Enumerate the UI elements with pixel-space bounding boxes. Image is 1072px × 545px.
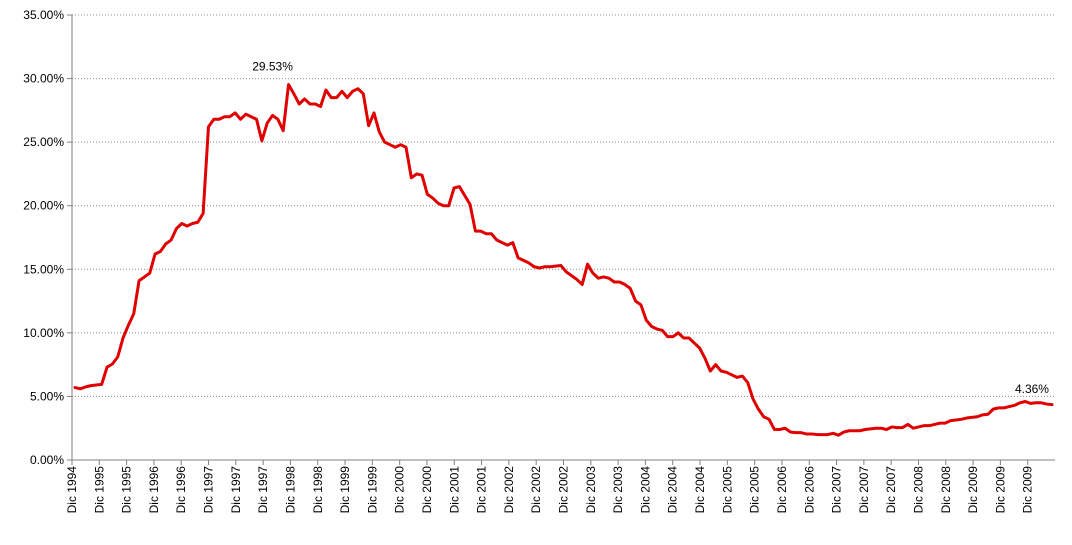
x-tick-label: Dic 2003	[584, 466, 598, 514]
x-tick-label: Dic 1996	[174, 466, 188, 514]
x-tick-label: Dic 2002	[502, 466, 516, 514]
x-tick-label: Dic 2004	[693, 466, 707, 514]
x-tick-label: Dic 1998	[311, 466, 325, 514]
x-tick-label: Dic 1997	[202, 466, 216, 514]
y-tick-label: 10.00%	[23, 326, 64, 340]
x-tick-label: Dic 2006	[802, 466, 816, 514]
x-tick-label: Dic 1995	[92, 466, 106, 514]
x-tick-label: Dic 2000	[393, 466, 407, 514]
x-tick-label: Dic 2009	[1021, 466, 1035, 514]
x-tick-label: Dic 2001	[475, 466, 489, 514]
data-annotations: 29.53% 4.36%	[252, 60, 1049, 396]
x-tick-label: Dic 2009	[993, 466, 1007, 514]
x-tick-label: Dic 2002	[529, 466, 543, 514]
y-tick-label: 20.00%	[23, 199, 64, 213]
x-tick-label: Dic 2007	[884, 466, 898, 514]
x-tick-label: Dic 2006	[775, 466, 789, 514]
x-tick-label: Dic 1997	[256, 466, 270, 514]
x-tick-label: Dic 2007	[857, 466, 871, 514]
y-tick-label: 30.00%	[23, 72, 64, 86]
x-tick-label: Dic 2004	[666, 466, 680, 514]
y-tick-label: 0.00%	[30, 453, 64, 467]
x-tick-label: Dic 2005	[720, 466, 734, 514]
y-tick-label: 15.00%	[23, 262, 64, 276]
x-tick-label: Dic 2008	[939, 466, 953, 514]
x-tick-label: Dic 1997	[229, 466, 243, 514]
x-tick-label: Dic 1996	[147, 466, 161, 514]
x-tick-label: Dic 1999	[338, 466, 352, 514]
y-tick-label: 35.00%	[23, 8, 64, 22]
x-tick-label: Dic 2000	[420, 466, 434, 514]
series-line	[73, 83, 1054, 437]
x-tick-label: Dic 2003	[611, 466, 625, 514]
y-tick-label: 5.00%	[30, 389, 64, 403]
x-tick-label: Dic 1995	[120, 466, 134, 514]
data-label: 29.53%	[252, 60, 293, 74]
axes	[67, 14, 1055, 465]
x-tick-label: Dic 2005	[748, 466, 762, 514]
x-tick-labels: Dic 1994 Dic 1995 Dic 1995 Dic 1996 Dic 1996…	[65, 466, 1035, 514]
y-tick-label: 25.00%	[23, 135, 64, 149]
data-label: 4.36%	[1015, 382, 1049, 396]
x-tick-label: Dic 2007	[830, 466, 844, 514]
x-tick-label: Dic 2001	[447, 466, 461, 514]
x-tick-label: Dic 1994	[65, 466, 79, 514]
x-tick-label: Dic 2002	[557, 466, 571, 514]
x-tick-label: Dic 2008	[911, 466, 925, 514]
x-tick-label: Dic 2009	[966, 466, 980, 514]
series-layer	[73, 83, 1054, 437]
x-tick-label: Dic 1999	[365, 466, 379, 514]
gridlines	[72, 14, 1055, 397]
x-tick-label: Dic 1998	[283, 466, 297, 514]
x-tick-label: Dic 2004	[638, 466, 652, 514]
y-tick-labels: 0.00% 5.00% 10.00% 15.00% 20.00% 25.00% 30.00%…	[23, 8, 64, 467]
